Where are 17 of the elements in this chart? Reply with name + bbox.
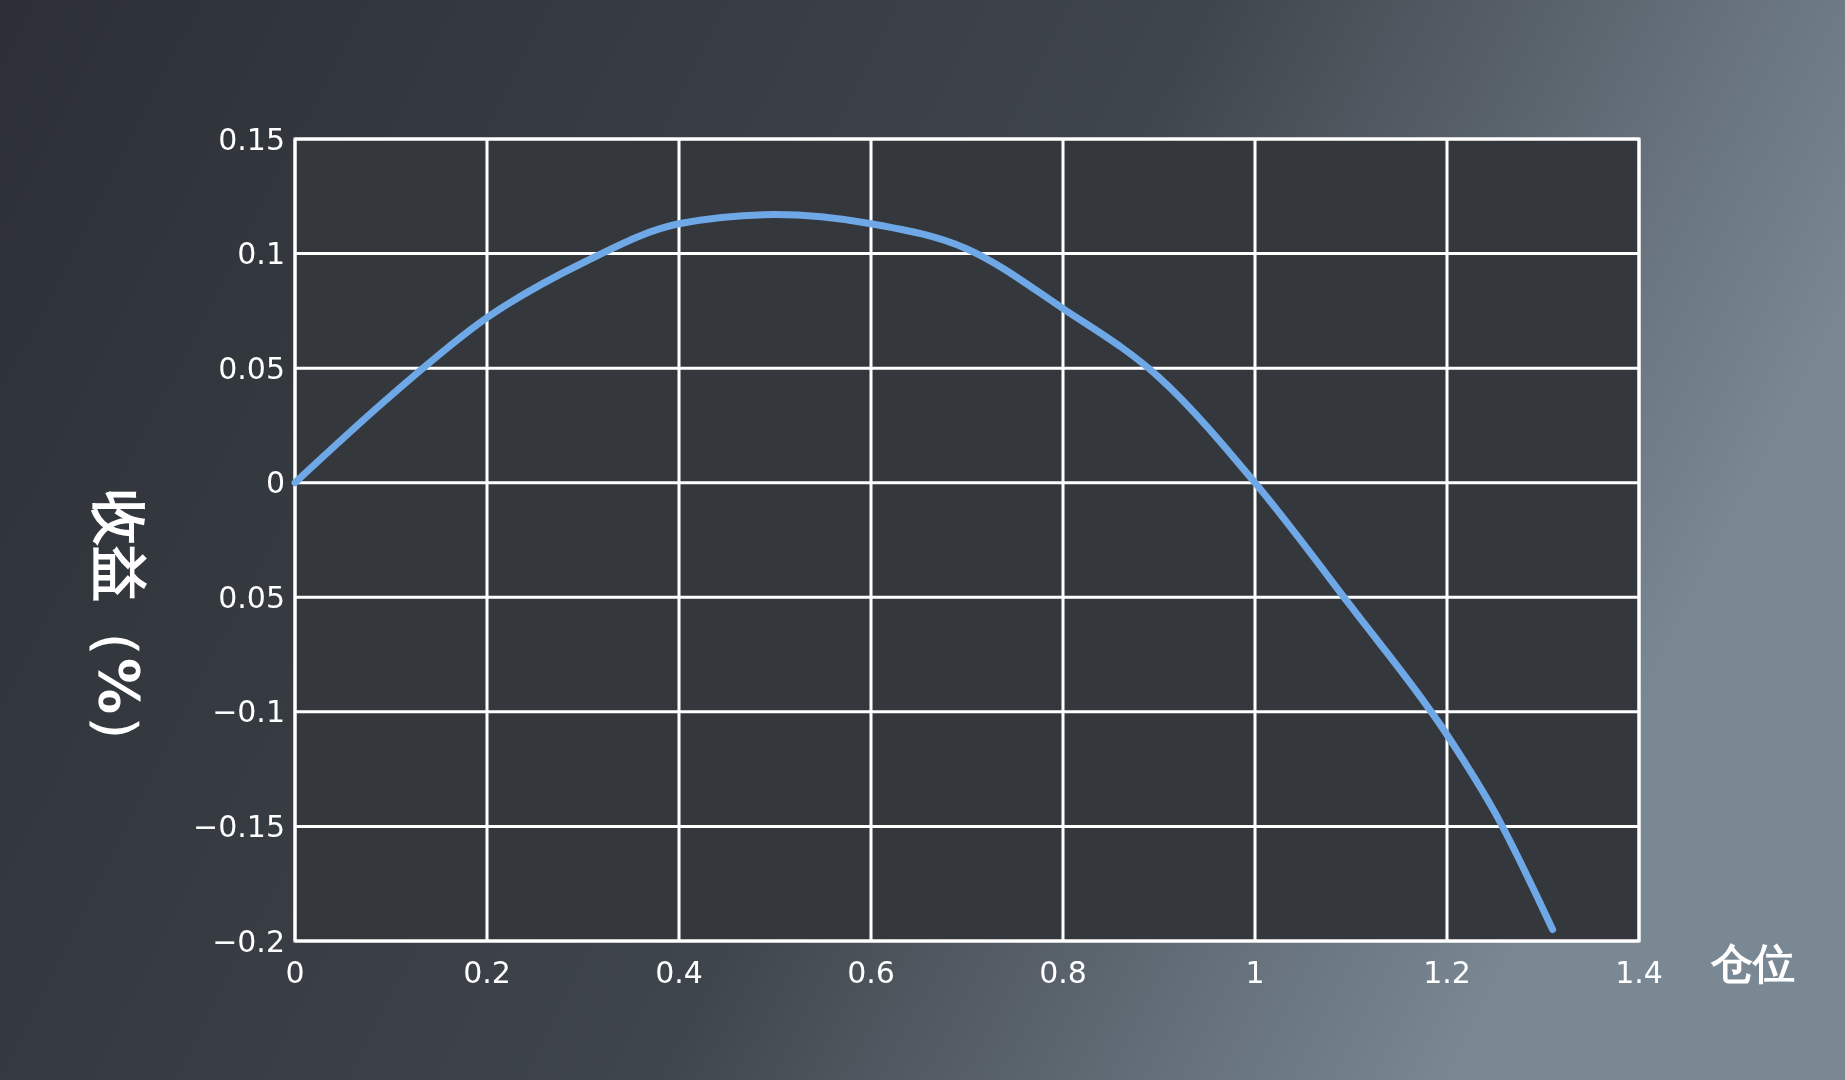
x-tick-label: 1	[1245, 955, 1265, 990]
y-tick-label: −0.1	[212, 694, 285, 730]
y-tick-label: 0.05	[218, 350, 285, 386]
x-tick-label: 0.4	[655, 955, 703, 990]
x-tick-label: 1.4	[1615, 955, 1663, 990]
y-tick-label: −0.15	[193, 808, 285, 844]
y-tick-label: 0.05	[218, 579, 285, 615]
x-tick-label: 0.6	[847, 955, 895, 990]
x-tick-label: 0.8	[1039, 955, 1087, 990]
x-tick-label: 1.2	[1423, 955, 1471, 990]
y-tick-label: 0.15	[218, 121, 285, 157]
x-tick-label: 0.2	[463, 955, 511, 990]
y-tick-label: −0.2	[212, 923, 285, 959]
x-axis-title: 仓位	[1710, 939, 1795, 988]
y-tick-label: 0	[265, 465, 285, 501]
y-axis-title: 收益（%）	[87, 489, 152, 771]
y-tick-label: 0.1	[237, 236, 285, 272]
